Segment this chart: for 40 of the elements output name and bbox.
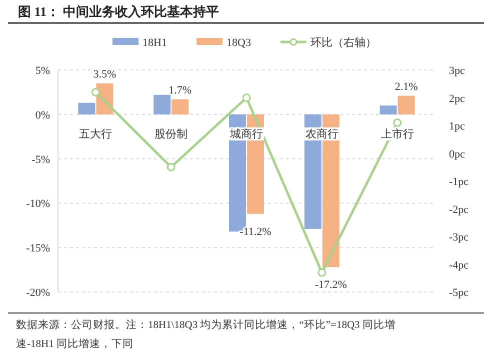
source-note: 数据来源：公司财报。注：18H1\18Q3 均为累计同比增速，“环比”=18Q3 同比增速-18H1 同比增速，下同 xyxy=(16,318,396,350)
data-label: -17.2% xyxy=(314,279,347,292)
point xyxy=(318,268,326,277)
y2-tick-label: 1pc xyxy=(449,120,465,132)
bar xyxy=(380,106,397,114)
y2-tick-label: -5pc xyxy=(449,287,469,299)
chart-title: 图 11： 中间业务收入环比基本持平 xyxy=(18,4,219,19)
x-tick-label: 上市行 xyxy=(380,127,414,140)
bar xyxy=(398,96,415,114)
point xyxy=(91,88,100,96)
data-label: 2.1% xyxy=(394,80,418,93)
y-tick-label: -15% xyxy=(26,242,50,255)
y2-tick-label: -3pc xyxy=(449,232,469,244)
point xyxy=(393,118,402,127)
x-tick-label: 股份制 xyxy=(154,127,188,140)
legend-label: 环比（右轴） xyxy=(310,36,376,49)
data-label: -11.2% xyxy=(240,226,272,238)
y2-tick-label: 0pc xyxy=(449,148,465,160)
y-tick-label: -5% xyxy=(32,154,50,166)
point xyxy=(242,94,251,102)
data-label: 3.5% xyxy=(93,68,116,80)
bar xyxy=(78,102,96,114)
y-tick-label: -10% xyxy=(26,198,50,210)
legend-label: 18H1 xyxy=(142,37,167,49)
x-tick-label: 城商行 xyxy=(229,127,263,140)
point xyxy=(166,162,176,172)
y2-tick-label: 3pc xyxy=(449,65,465,77)
y-tick-label: -20% xyxy=(26,287,50,299)
y2-tick-label: -2pc xyxy=(449,204,469,216)
legend-label: 18Q3 xyxy=(226,37,252,49)
x-tick-label: 农商行 xyxy=(305,127,338,140)
y2-tick-label: -1pc xyxy=(449,176,469,188)
bar xyxy=(154,94,171,114)
y-tick-label: 0% xyxy=(35,109,50,122)
y2-tick-label: -4pc xyxy=(449,259,469,272)
data-label: 1.7% xyxy=(168,84,192,96)
y-tick-label: 5% xyxy=(35,65,50,77)
y2-tick-label: 2pc xyxy=(449,92,465,105)
bar xyxy=(172,99,189,114)
x-tick-label: 五大行 xyxy=(79,127,112,140)
